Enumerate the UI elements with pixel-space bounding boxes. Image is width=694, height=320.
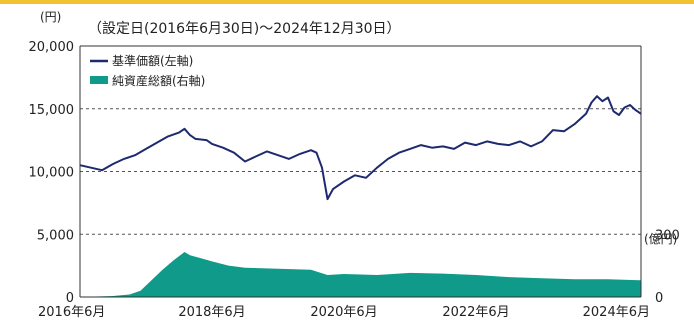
- period-label: （設定日(2016年6月30日)～2024年12月30日）: [88, 21, 401, 37]
- x-tick-label: 2018年6月: [178, 305, 245, 320]
- axes: [79, 45, 642, 298]
- right-axis-unit: (億円): [644, 232, 677, 246]
- legend-box: [84, 52, 264, 96]
- left-tick-label: 20,000: [29, 40, 75, 55]
- grid-lines: [80, 108, 641, 235]
- left-tick-label: 0: [66, 291, 74, 306]
- x-tick-label: 2022年6月: [442, 305, 509, 320]
- nav-line: [79, 95, 642, 201]
- legend: 基準価額(左軸) 純資産総額(右軸): [84, 52, 264, 96]
- legend-nav-label: 基準価額(左軸): [112, 53, 193, 68]
- x-axis-tick-labels: 2016年6月 2018年6月 2020年6月 2022年6月 2024年6月: [38, 305, 650, 320]
- left-axis-tick-labels: 0 5,000 10,000 15,000 20,000: [29, 40, 75, 306]
- x-tick-label: 2016年6月: [38, 305, 105, 320]
- left-tick-label: 10,000: [29, 166, 75, 181]
- top-accent-bar: [0, 0, 694, 4]
- x-tick-label: 2020年6月: [310, 305, 377, 320]
- net-assets-area-path: [80, 252, 641, 297]
- right-tick-label: 0: [655, 291, 663, 306]
- right-axis-tick-labels: 0 300: [655, 228, 680, 306]
- left-tick-label: 15,000: [29, 103, 75, 118]
- net-assets-area: [80, 252, 641, 297]
- x-tick-label: 2024年6月: [583, 305, 650, 320]
- left-axis-unit: (円): [40, 10, 61, 24]
- nav-line-path: [79, 95, 642, 201]
- right-tick-label: 300: [655, 228, 680, 243]
- legend-assets-swatch: [90, 76, 108, 84]
- left-tick-label: 5,000: [37, 228, 74, 243]
- legend-assets-label: 純資産総額(右軸): [112, 73, 205, 88]
